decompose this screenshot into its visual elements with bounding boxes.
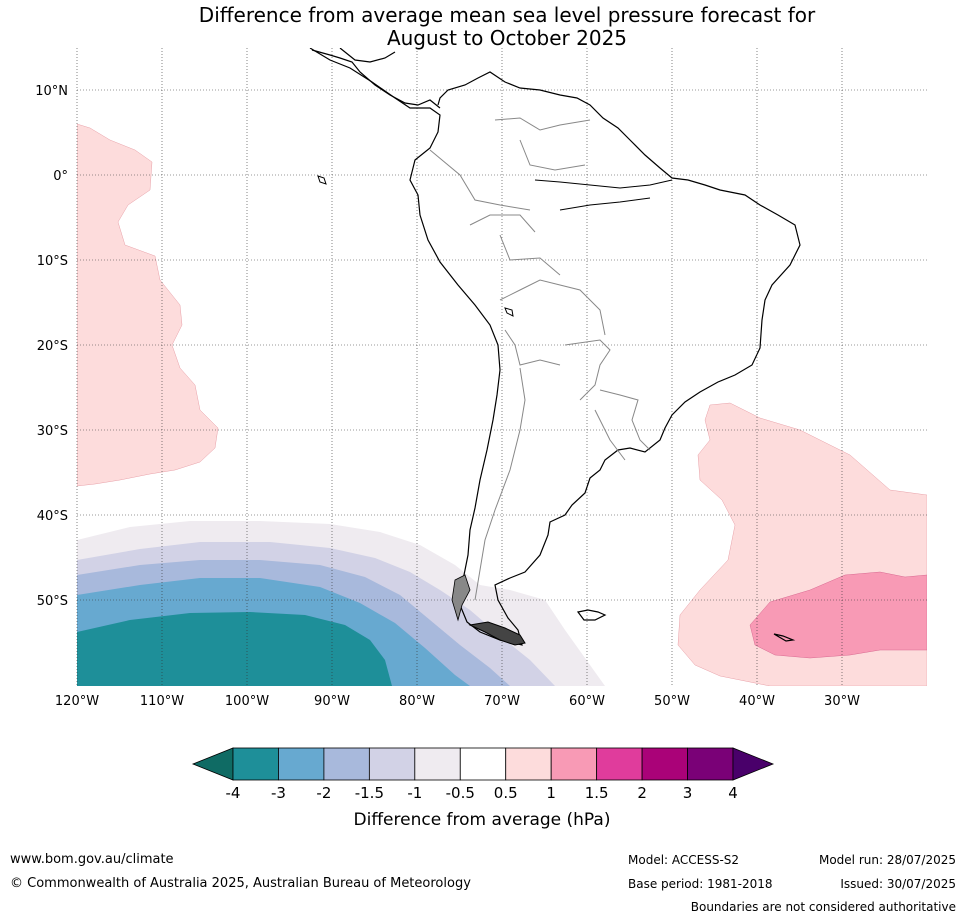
colorbar-swatch [641, 747, 688, 781]
colorbar-swatch [550, 747, 598, 781]
model-run-text: Model run: 28/07/2025 [818, 853, 956, 867]
lon-label-100w: 100°W [225, 694, 269, 709]
colorbar-swatch [414, 747, 461, 781]
base-period-text: Base period: 1981-2018 [628, 877, 773, 891]
yucatan-coastline [339, 48, 396, 63]
anomaly-shading [77, 123, 927, 686]
issued-text: Issued: 30/07/2025 [840, 877, 956, 891]
colorbar-tick-label: -2 [316, 784, 331, 802]
lat-label-0: 0° [53, 169, 68, 184]
colorbar-tick-label: 2 [637, 784, 647, 802]
atlantic-positive-core [749, 571, 927, 659]
tierra-del-fuego [468, 621, 526, 646]
south-georgia [773, 633, 796, 642]
lat-label-50s: 50°S [37, 594, 68, 609]
amazon-river [534, 179, 673, 211]
colorbar-tick-label: 4 [728, 784, 738, 802]
colorbar-swatch [459, 747, 507, 781]
falkland-islands [576, 609, 607, 621]
lon-label-30w: 30°W [824, 694, 860, 709]
country-borders [429, 117, 651, 601]
lon-label-120w: 120°W [55, 694, 99, 709]
galapagos-islands [317, 175, 327, 185]
lon-label-50w: 50°W [654, 694, 690, 709]
chilean-archipelago [451, 574, 471, 622]
lon-label-60w: 60°W [569, 694, 605, 709]
colorbar-swatch [368, 747, 416, 781]
colorbar [191, 747, 775, 781]
colorbar-tick-label: -1.5 [355, 784, 384, 802]
lake-titicaca [504, 307, 514, 317]
central-america-coastline [311, 49, 441, 109]
lon-label-90w: 90°W [314, 694, 350, 709]
copyright-text: © Commonwealth of Australia 2025, Austra… [10, 876, 471, 891]
pacific-positive-anomaly [77, 123, 219, 487]
colorbar-swatch [278, 747, 325, 781]
south-america-coastline [309, 48, 801, 646]
lat-label-20s: 20°S [37, 339, 68, 354]
model-text: Model: ACCESS-S2 [628, 853, 740, 867]
colorbar-swatch [505, 747, 552, 781]
colorbar-tick-label: 1 [546, 784, 556, 802]
lat-label-30s: 30°S [37, 424, 68, 439]
graticule [76, 48, 927, 686]
lon-label-80w: 80°W [399, 694, 435, 709]
colorbar-tick-label: -3 [271, 784, 286, 802]
colorbar-swatch [323, 747, 370, 781]
colorbar-tick-label: 0.5 [494, 784, 518, 802]
boundaries-disclaimer: Boundaries are not considered authoritat… [690, 900, 956, 914]
colorbar-swatch [687, 747, 734, 781]
colorbar-ticks: -4 -3 -2 -1.5 -1 -0.5 0.5 1 1.5 2 3 4 [226, 784, 738, 802]
lat-label-10n: 10°N [35, 84, 68, 99]
lon-label-70w: 70°W [484, 694, 520, 709]
colorbar-label: Difference from average (hPa) [354, 810, 611, 830]
colorbar-tick-label: -0.5 [446, 784, 475, 802]
colorbar-swatch [232, 747, 279, 781]
colorbar-arrow-high [732, 747, 775, 781]
longitude-labels: 120°W 110°W 100°W 90°W 80°W 70°W 60°W 50… [55, 694, 860, 709]
colorbar-tick-label: -4 [226, 784, 241, 802]
colorbar-swatch [596, 747, 643, 781]
website-link[interactable]: www.bom.gov.au/climate [10, 852, 174, 867]
latitude-labels: 10°N 0° 10°S 20°S 30°S 40°S 50°S [35, 84, 68, 609]
negative-anomaly-band-5 [77, 612, 392, 686]
map-title: Difference from average mean sea level p… [0, 4, 965, 50]
lon-label-40w: 40°W [739, 694, 775, 709]
title-line-1: Difference from average mean sea level p… [198, 3, 816, 27]
lon-label-110w: 110°W [140, 694, 184, 709]
lat-label-10s: 10°S [37, 254, 68, 269]
title-line-2: August to October 2025 [386, 26, 628, 50]
lat-label-40s: 40°S [37, 509, 68, 524]
colorbar-arrow-low [191, 747, 234, 781]
colorbar-tick-label: 1.5 [585, 784, 609, 802]
colorbar-tick-label: 3 [683, 784, 693, 802]
colorbar-tick-label: -1 [407, 784, 422, 802]
